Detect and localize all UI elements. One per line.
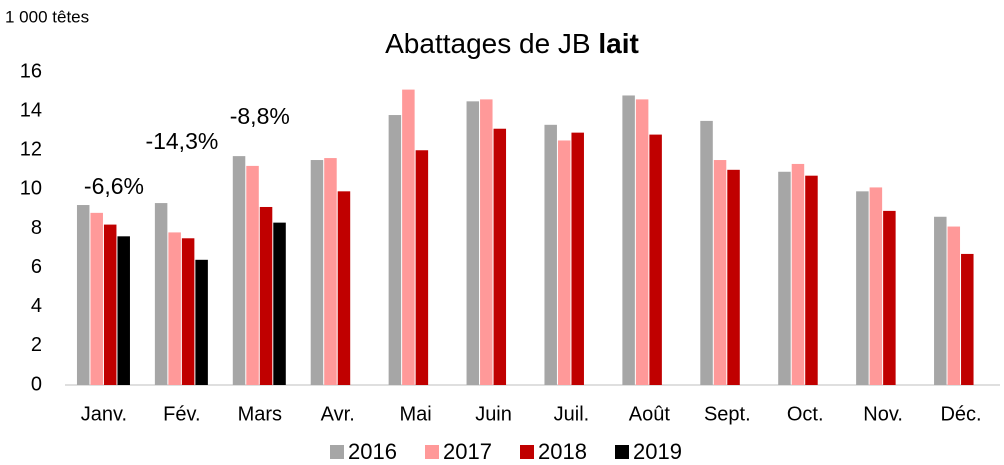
bar xyxy=(805,175,818,385)
legend-swatch xyxy=(615,445,629,459)
legend-swatch xyxy=(520,445,534,459)
bar xyxy=(856,191,869,385)
bar xyxy=(869,187,883,385)
y-tick-label: 2 xyxy=(31,334,42,356)
bar xyxy=(90,212,103,385)
bar xyxy=(402,89,415,385)
bar xyxy=(649,134,662,385)
bar xyxy=(635,99,649,385)
x-tick-label: Janv. xyxy=(81,403,127,425)
annotation: -14,3% xyxy=(145,128,218,154)
bar xyxy=(557,140,571,385)
bar xyxy=(727,169,740,385)
bar xyxy=(103,224,117,385)
y-tick-label: 0 xyxy=(31,373,42,395)
bar xyxy=(337,191,351,385)
bar xyxy=(571,132,584,385)
x-tick-label: Fév. xyxy=(163,403,200,425)
title-emphasis: lait xyxy=(598,28,638,59)
y-tick-label: 14 xyxy=(20,99,42,121)
bar xyxy=(154,203,168,385)
bar xyxy=(466,101,480,385)
annotation: -8,8% xyxy=(230,103,290,129)
bar xyxy=(246,165,259,385)
bar xyxy=(480,99,493,385)
bar xyxy=(415,150,429,385)
bar xyxy=(76,205,90,385)
y-tick-label: 10 xyxy=(20,178,42,200)
bar xyxy=(388,115,402,385)
y-tick-label: 12 xyxy=(20,139,42,161)
bar xyxy=(168,232,181,385)
y-tick-label: 6 xyxy=(31,256,42,278)
bar xyxy=(117,236,130,385)
bar xyxy=(934,216,947,385)
bar xyxy=(622,95,635,385)
x-tick-label: Juil. xyxy=(554,403,590,425)
x-tick-label: Sept. xyxy=(704,403,751,425)
bar xyxy=(181,238,195,385)
bar xyxy=(791,163,805,385)
x-tick-label: Août xyxy=(629,403,671,425)
bar xyxy=(310,160,324,385)
x-tick-label: Juin xyxy=(475,403,512,425)
legend-swatch xyxy=(425,445,439,459)
x-tick-label: Nov. xyxy=(863,403,903,425)
bar xyxy=(700,120,713,385)
x-tick-label: Avr. xyxy=(321,403,355,425)
title-text: Abattages de JB xyxy=(385,28,590,59)
bar xyxy=(778,171,791,385)
y-tick-label: 4 xyxy=(31,295,42,317)
legend-label: 2018 xyxy=(538,439,587,464)
bar xyxy=(883,210,896,385)
bar xyxy=(713,160,727,385)
x-tick-label: Oct. xyxy=(787,403,824,425)
bar xyxy=(232,156,246,385)
legend-label: 2016 xyxy=(348,439,397,464)
y-tick-label: 8 xyxy=(31,217,42,239)
bar xyxy=(947,226,961,385)
annotation: -6,6% xyxy=(84,173,144,199)
bar xyxy=(493,128,507,385)
chart-title: Abattages de JB lait xyxy=(385,28,639,59)
x-tick-label: Mai xyxy=(400,403,432,425)
bar xyxy=(195,259,208,385)
x-tick-label: Mars xyxy=(238,403,282,425)
bar xyxy=(273,222,286,385)
legend-label: 2019 xyxy=(633,439,682,464)
y-tick-label: 16 xyxy=(20,60,42,82)
bar xyxy=(324,158,337,385)
legend-label: 2017 xyxy=(443,439,492,464)
x-tick-label: Déc. xyxy=(940,403,981,425)
y-unit: 1 000 têtes xyxy=(5,7,89,26)
legend-swatch xyxy=(330,445,344,459)
bar xyxy=(544,124,557,385)
bar xyxy=(961,253,974,385)
bar xyxy=(259,206,273,385)
